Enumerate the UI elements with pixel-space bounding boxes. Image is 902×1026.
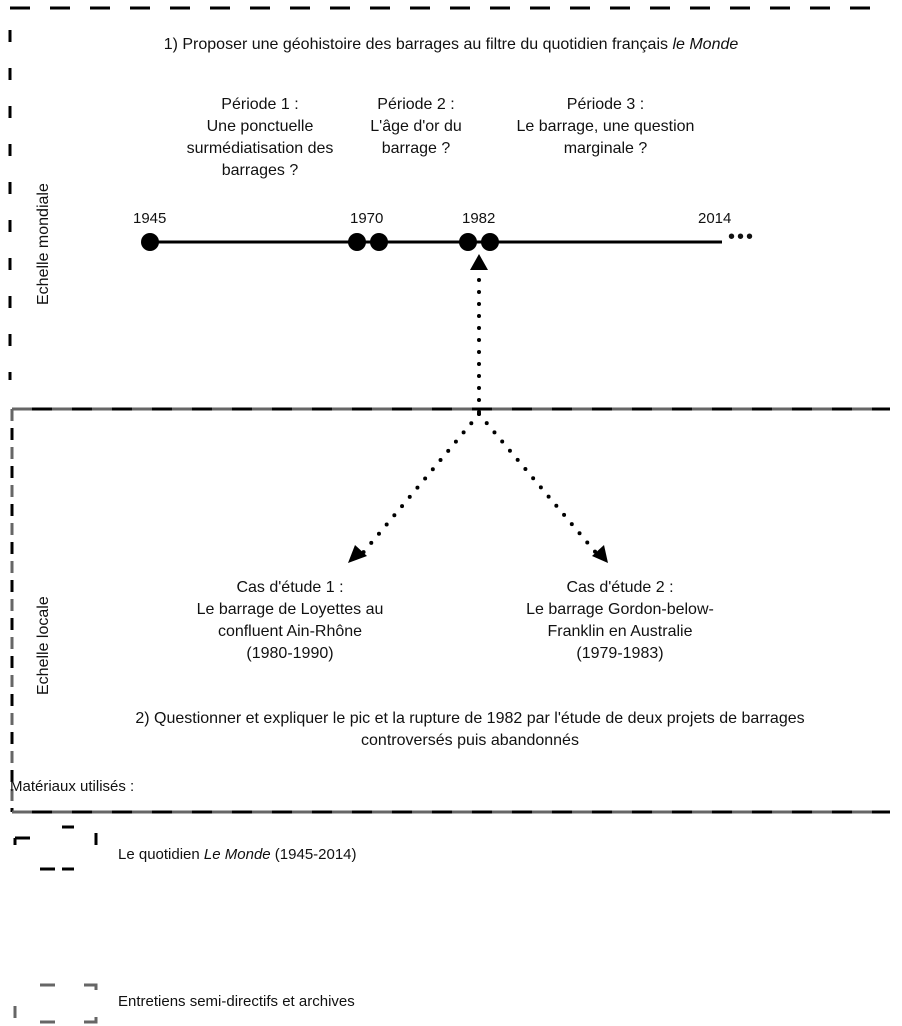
scale-label-local: Echelle locale: [35, 596, 52, 695]
case-study-2: Cas d'étude 2 : Le barrage Gordon-below-…: [500, 577, 740, 665]
timeline-dot-1970: [370, 233, 388, 251]
local-scale-header: 2) Questionner et expliquer le pic et la…: [135, 710, 805, 749]
period-2: Période 2 : L'âge d'or du barrage ?: [360, 94, 472, 160]
period-3-text: Le barrage, une question marginale ?: [516, 118, 695, 157]
timeline-dot-1982: [481, 233, 499, 251]
legend-item-le-monde-italic: Le Monde: [203, 846, 271, 863]
period-2-text: L'âge d'or du barrage ?: [370, 118, 462, 157]
legend-item-le-monde: Le quotidien Le Monde (1945-2014): [118, 846, 357, 863]
case-study-2-name: Le barrage Gordon-below-Franklin en Aust…: [526, 601, 714, 640]
dotted-link-case2: [477, 412, 599, 556]
period-1-title: Période 1 :: [221, 96, 299, 113]
arrowhead-case2: [592, 545, 608, 563]
period-1: Période 1 : Une ponctuelle surmédiatisat…: [160, 94, 360, 182]
legend-item-le-monde-prefix: Le quotidien: [118, 846, 204, 863]
legend-item-entretiens: Entretiens semi-directifs et archives: [118, 993, 355, 1010]
scale-label-global: Echelle mondiale: [35, 183, 52, 305]
legend-item-le-monde-suffix: (1945-2014): [270, 846, 357, 863]
case-study-1: Cas d'étude 1 : Le barrage de Loyettes a…: [180, 577, 400, 665]
case-study-1-title: Cas d'étude 1 :: [236, 579, 344, 596]
case-study-1-years: (1980-1990): [246, 645, 334, 662]
year-2014: 2014: [698, 210, 732, 227]
period-2-title: Période 2 :: [377, 96, 455, 113]
global-header-italic: le Monde: [672, 36, 739, 53]
period-3-title: Période 3 :: [566, 96, 645, 113]
arrowhead-up: [470, 254, 488, 270]
year-1982: 1982: [462, 210, 496, 227]
case-study-1-name: Le barrage de Loyettes au confluent Ain-…: [196, 601, 384, 640]
timeline-ellipsis: •••: [728, 226, 756, 248]
year-1970: 1970: [350, 210, 384, 227]
timeline-dot-1981: [459, 233, 477, 251]
arrowhead-case1: [348, 545, 367, 563]
legend-symbol-black-dash: [13, 825, 98, 871]
global-header-text: 1) Proposer une géohistoire des barrages…: [163, 36, 673, 53]
timeline-dot-1945: [141, 233, 159, 251]
year-1945: 1945: [133, 210, 167, 227]
legend-title: Matériaux utilisés :: [10, 778, 135, 795]
legend-symbol-gray-dash: [13, 983, 98, 1024]
period-3: Période 3 : Le barrage, une question mar…: [508, 94, 703, 160]
global-scale-header: 1) Proposer une géohistoire des barrages…: [0, 34, 902, 56]
case-study-2-years: (1979-1983): [576, 645, 664, 662]
case-study-2-title: Cas d'étude 2 :: [566, 579, 674, 596]
timeline-dot-1968: [348, 233, 366, 251]
legend-item-entretiens-prefix: Entretiens semi-directifs et archives: [118, 993, 355, 1010]
period-1-text: Une ponctuelle surmédiatisation des barr…: [186, 118, 334, 179]
dotted-link-case1: [360, 412, 481, 556]
